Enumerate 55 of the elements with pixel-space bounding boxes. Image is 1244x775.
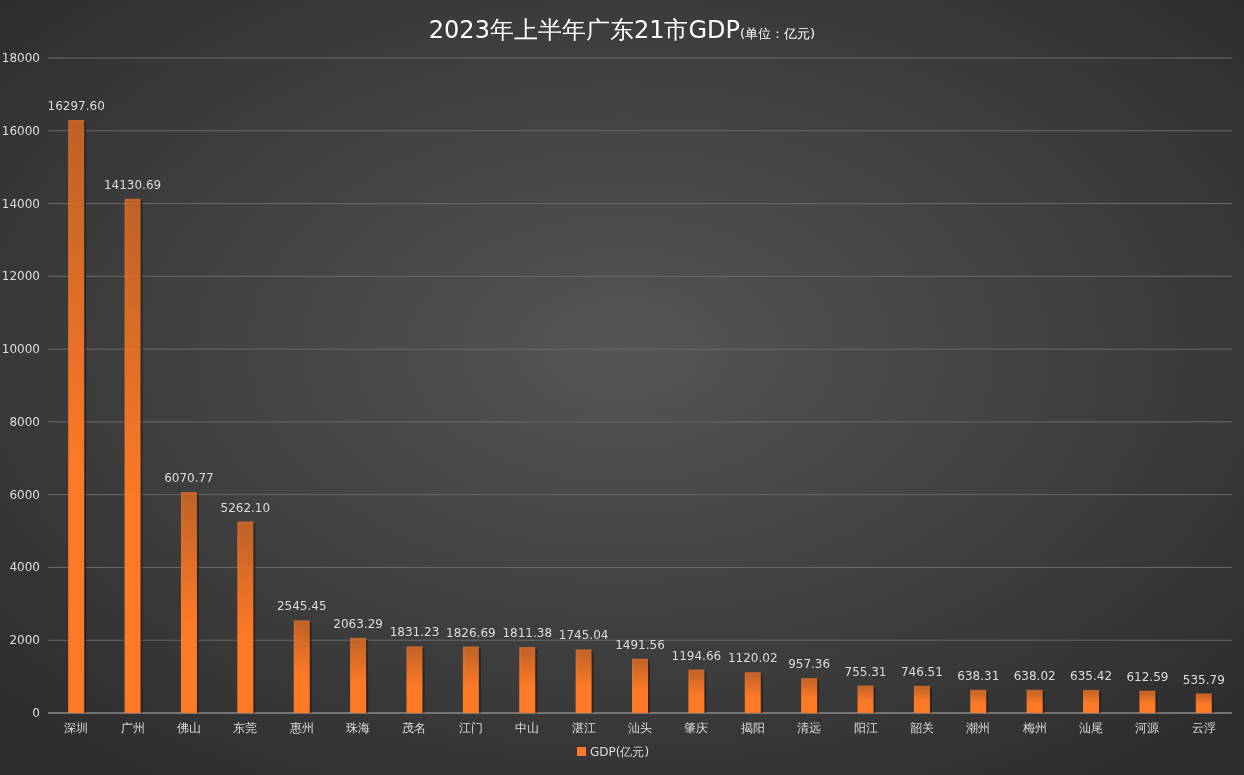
data-label: 1194.66 [671, 648, 722, 663]
data-label: 957.36 [788, 657, 831, 672]
legend-label: GDP(亿元) [590, 745, 650, 759]
data-label: 14130.69 [103, 177, 162, 192]
x-tick-label: 汕尾 [1079, 721, 1104, 735]
x-tick-label: 深圳 [64, 721, 89, 735]
data-label: 612.59 [1126, 669, 1169, 684]
data-label: 1811.38 [502, 626, 553, 641]
x-tick-label: 茂名 [402, 721, 427, 735]
x-tick-label: 肇庆 [684, 721, 709, 735]
chart-title: 2023年上半年广东21市GDP [428, 16, 741, 44]
y-tick-label: 2000 [9, 633, 40, 648]
data-label: 2063.29 [333, 616, 383, 631]
data-label: 1491.56 [615, 637, 665, 652]
data-label: 755.31 [844, 664, 887, 679]
x-tick-label: 东莞 [233, 721, 258, 735]
chart-subtitle: (单位：亿元) [740, 26, 816, 41]
data-label: 638.02 [1013, 668, 1056, 683]
x-tick-label: 阳江 [853, 721, 878, 735]
x-tick-label: 广州 [120, 721, 145, 735]
data-label: 16297.60 [47, 98, 105, 113]
x-tick-label: 佛山 [176, 721, 201, 735]
x-tick-label: 揭阳 [740, 721, 765, 735]
x-tick-label: 湛江 [571, 721, 596, 735]
y-tick-label: 18000 [1, 51, 40, 65]
y-tick-label: 4000 [9, 560, 40, 575]
x-tick-label: 云浮 [1191, 721, 1216, 735]
x-tick-label: 韶关 [909, 721, 934, 735]
data-label: 2545.45 [276, 599, 327, 614]
data-label: 1745.04 [558, 628, 609, 643]
x-tick-label: 潮州 [966, 721, 991, 735]
data-label: 746.51 [900, 664, 943, 679]
x-tick-label: 汕头 [628, 721, 652, 735]
x-tick-label: 河源 [1135, 721, 1160, 735]
y-tick-label: 0 [32, 706, 40, 720]
x-tick-label: 清远 [797, 721, 822, 735]
data-label: 535.79 [1182, 672, 1225, 687]
x-tick-label: 惠州 [288, 721, 314, 735]
data-label: 5262.10 [220, 500, 271, 515]
y-tick-label: 16000 [1, 123, 40, 138]
data-label: 1831.23 [389, 625, 440, 640]
y-tick-label: 6000 [9, 487, 40, 502]
y-tick-label: 10000 [1, 342, 40, 357]
data-label: 6070.77 [164, 471, 214, 486]
x-tick-label: 江门 [458, 721, 483, 735]
data-label: 1826.69 [446, 625, 496, 640]
data-label: 635.42 [1070, 668, 1113, 683]
y-tick-label: 14000 [1, 196, 40, 211]
x-tick-label: 珠海 [346, 721, 371, 735]
y-tick-label: 8000 [9, 414, 40, 429]
y-tick-label: 12000 [1, 269, 40, 284]
data-label: 1120.02 [727, 651, 778, 666]
data-label: 638.31 [957, 668, 1000, 683]
x-tick-label: 中山 [515, 721, 540, 735]
x-tick-label: 梅州 [1021, 721, 1047, 735]
